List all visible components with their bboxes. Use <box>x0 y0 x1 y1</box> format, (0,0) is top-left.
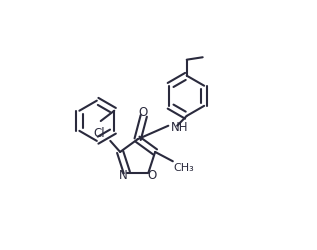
Text: Cl: Cl <box>94 126 105 139</box>
Text: O: O <box>138 106 147 118</box>
Text: CH₃: CH₃ <box>174 162 195 172</box>
Text: O: O <box>148 168 157 181</box>
Text: N: N <box>119 168 127 181</box>
Text: NH: NH <box>171 120 189 133</box>
